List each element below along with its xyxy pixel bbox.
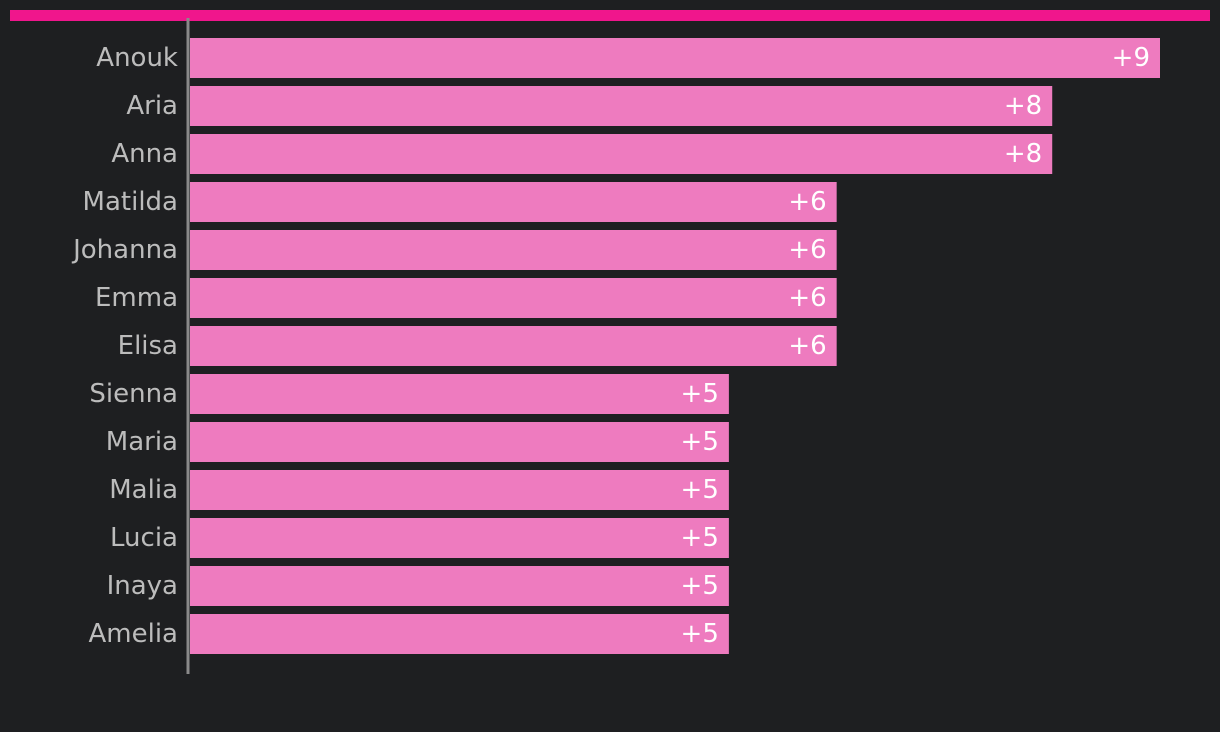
value-label: +8	[1004, 91, 1042, 121]
value-label: +5	[681, 379, 719, 409]
bar-emma	[190, 278, 837, 318]
category-labels-group: Anouk Aria Anna Matilda Johanna Emma Elisa Sien…	[71, 43, 178, 649]
value-label: +9	[1112, 43, 1150, 73]
value-label: +6	[788, 331, 826, 361]
bar-amelia	[190, 614, 729, 654]
value-label: +5	[681, 523, 719, 553]
bar-malia	[190, 470, 729, 510]
value-label: +5	[681, 475, 719, 505]
category-label: Lucia	[110, 523, 178, 553]
category-label: Anouk	[96, 43, 178, 73]
category-label: Emma	[95, 283, 178, 313]
category-label: Anna	[111, 139, 178, 169]
bar-maria	[190, 422, 729, 462]
bar-elisa	[190, 326, 837, 366]
bars-group	[190, 38, 1160, 654]
bar-johanna	[190, 230, 837, 270]
category-label: Inaya	[107, 571, 178, 601]
value-label: +8	[1004, 139, 1042, 169]
bar-sienna	[190, 374, 729, 414]
category-label: Matilda	[83, 187, 178, 217]
value-label: +5	[681, 427, 719, 457]
value-labels-group: +9 +8 +8 +6 +6 +6 +6 +5 +5 +5 +5 +5 +5	[681, 43, 1150, 649]
bar-aria	[190, 86, 1053, 126]
accent-top-bar	[10, 10, 1210, 21]
category-label: Sienna	[89, 379, 178, 409]
value-label: +6	[788, 235, 826, 265]
bar-lucia	[190, 518, 729, 558]
category-label: Elisa	[118, 331, 178, 361]
category-label: Maria	[106, 427, 178, 457]
bar-inaya	[190, 566, 729, 606]
category-label: Aria	[126, 91, 178, 121]
category-label: Malia	[109, 475, 178, 505]
value-label: +5	[681, 571, 719, 601]
category-label: Amelia	[89, 619, 179, 649]
value-label: +5	[681, 619, 719, 649]
value-label: +6	[788, 187, 826, 217]
bar-anouk	[190, 38, 1160, 78]
bar-matilda	[190, 182, 837, 222]
category-label: Johanna	[71, 235, 178, 265]
value-label: +6	[788, 283, 826, 313]
bar-anna	[190, 134, 1053, 174]
